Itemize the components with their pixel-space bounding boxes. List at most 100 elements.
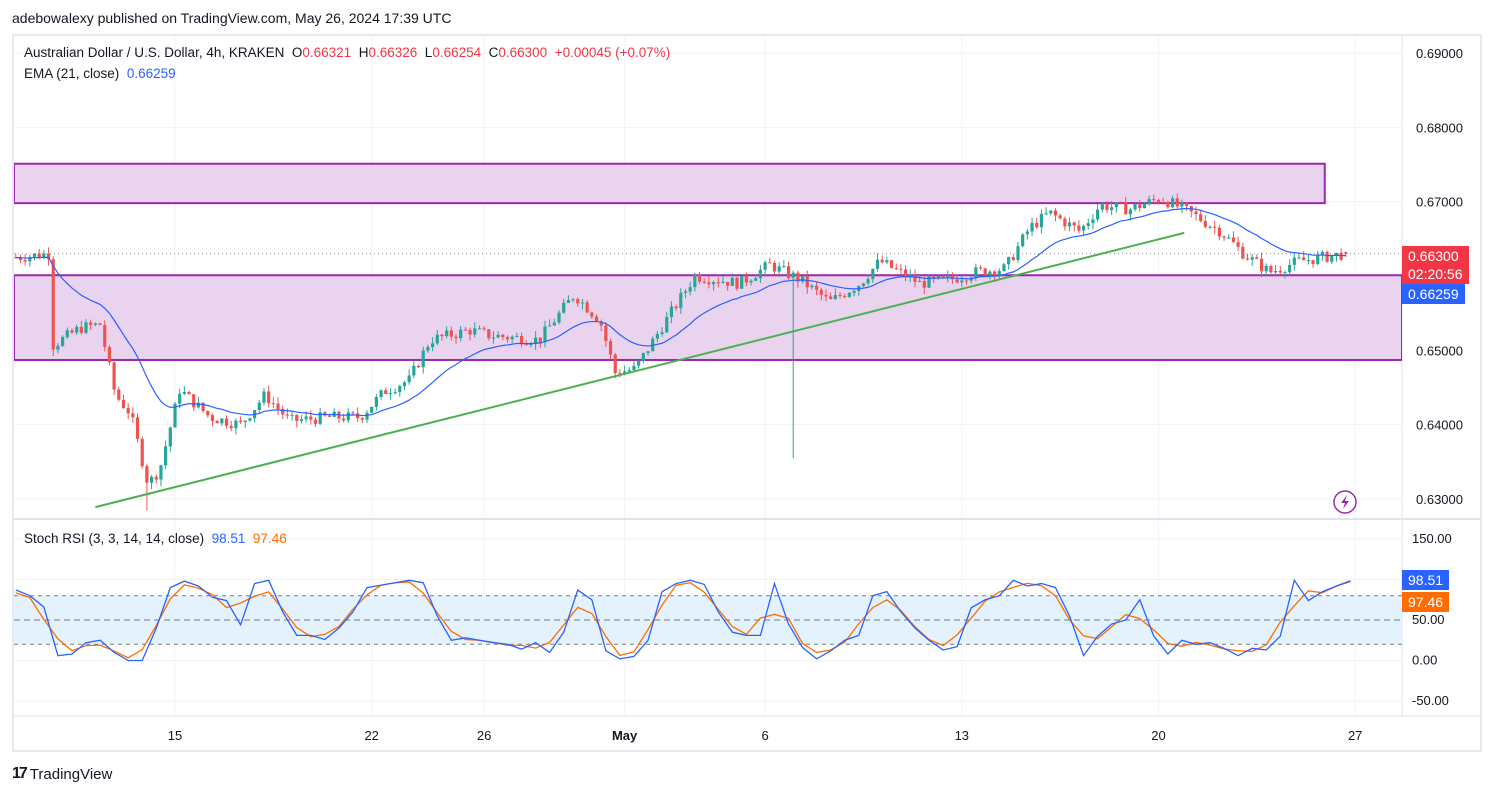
candle <box>1203 221 1207 227</box>
candle <box>107 347 112 363</box>
k-value: 98.51 <box>211 531 246 546</box>
candle <box>149 476 154 483</box>
candle <box>210 415 215 421</box>
rsi-tick-label: -50.00 <box>1412 693 1449 708</box>
candle <box>501 334 505 338</box>
candle <box>1058 215 1062 219</box>
candle <box>1297 257 1301 259</box>
candle <box>178 393 182 404</box>
candle <box>351 412 355 414</box>
candle <box>1025 231 1029 235</box>
candle <box>496 334 500 338</box>
candle <box>978 267 983 269</box>
candle <box>777 266 781 272</box>
candle <box>1255 257 1259 259</box>
candle <box>735 277 739 289</box>
candle <box>824 295 828 297</box>
candle <box>487 329 491 339</box>
candle <box>402 382 407 387</box>
candle <box>201 402 205 411</box>
candle <box>37 253 41 258</box>
symbol-title[interactable]: Australian Dollar / U.S. Dollar, 4h, KRA… <box>24 45 285 60</box>
close-value: 0.66300 <box>498 45 548 60</box>
stoch-d-line <box>15 580 1351 659</box>
candle <box>702 281 706 283</box>
candle <box>524 344 528 346</box>
candle <box>829 296 833 300</box>
candle <box>1222 236 1226 238</box>
low-label: L <box>424 45 433 60</box>
candle <box>271 403 275 405</box>
close-label: C <box>488 45 499 60</box>
open-value: 0.66321 <box>302 45 352 60</box>
candle <box>51 259 55 350</box>
candle <box>1264 265 1268 272</box>
chart-frame[interactable] <box>12 34 1482 752</box>
candle <box>1325 251 1329 262</box>
tradingview-logo[interactable]: 17 TradingView <box>12 765 112 783</box>
candle <box>1030 222 1034 232</box>
candle <box>716 282 720 284</box>
ema-label[interactable]: EMA (21, close) <box>24 66 120 81</box>
candle <box>1250 257 1254 260</box>
candle <box>730 277 734 286</box>
candle <box>1011 257 1015 261</box>
candle <box>838 295 842 297</box>
candle <box>613 354 617 374</box>
candle <box>707 282 711 285</box>
candle <box>1231 237 1236 243</box>
price-tick-label: 0.65000 <box>1416 343 1463 358</box>
candle <box>679 292 683 309</box>
candle <box>590 312 594 317</box>
candle <box>454 336 458 339</box>
candle <box>79 327 83 333</box>
candle <box>819 289 823 296</box>
candle <box>786 266 791 278</box>
candle <box>946 275 950 277</box>
candle <box>346 412 350 421</box>
candle <box>580 302 585 304</box>
candle <box>1330 255 1334 262</box>
stoch-label[interactable]: Stoch RSI (3, 3, 14, 14, close) <box>24 531 205 546</box>
price-tick-label: 0.69000 <box>1416 46 1463 61</box>
high-label: H <box>358 45 369 60</box>
price-tick-label: 0.68000 <box>1416 120 1463 135</box>
candle <box>491 337 496 339</box>
time-tick-label: 26 <box>477 728 491 743</box>
candle <box>538 337 542 343</box>
high-value: 0.66326 <box>368 45 418 60</box>
candle <box>646 351 650 353</box>
candle <box>571 299 575 301</box>
candle <box>140 438 144 467</box>
time-tick-label: 20 <box>1151 728 1165 743</box>
candle <box>164 446 168 466</box>
candle <box>1316 254 1320 264</box>
candle <box>440 334 444 337</box>
candle <box>594 316 599 322</box>
candle <box>435 334 439 344</box>
candle <box>1105 204 1109 211</box>
candle <box>290 414 294 416</box>
candle <box>721 281 725 283</box>
candle <box>688 287 692 292</box>
candle <box>1086 223 1090 227</box>
time-tick-label: 13 <box>955 728 969 743</box>
candle <box>388 392 393 394</box>
candle <box>1081 226 1086 231</box>
candle <box>763 262 767 270</box>
candle <box>941 276 945 278</box>
candle <box>964 280 969 282</box>
candle <box>1175 198 1179 207</box>
candle <box>229 425 233 429</box>
candle <box>913 275 917 283</box>
candle <box>384 390 388 394</box>
rectangle-zone <box>14 274 1402 361</box>
candle <box>655 333 659 339</box>
candle <box>1273 270 1278 273</box>
candle <box>1339 252 1343 260</box>
candle <box>412 365 416 376</box>
candle <box>992 271 997 276</box>
candle <box>660 332 664 334</box>
candle <box>1170 198 1175 208</box>
